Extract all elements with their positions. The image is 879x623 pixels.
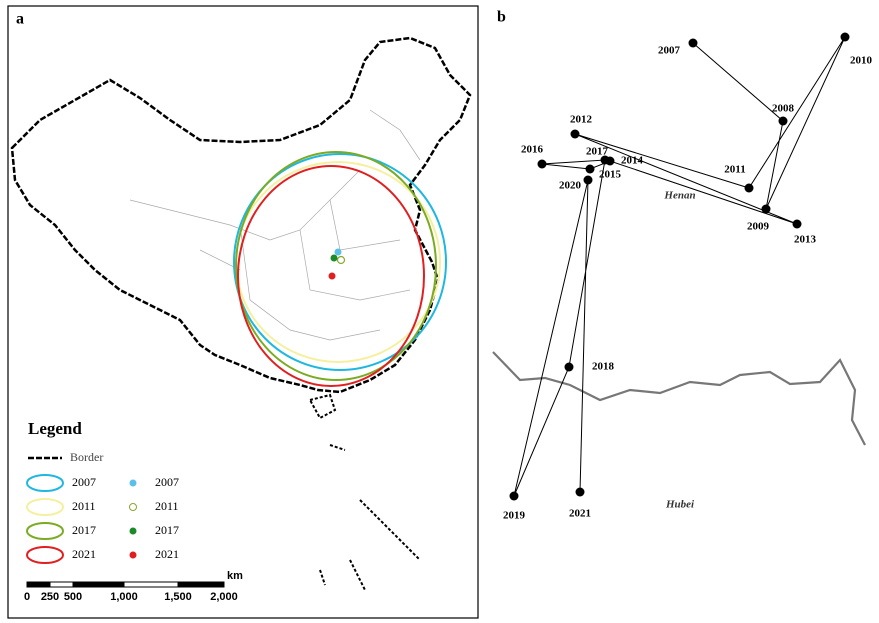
legend-ellipse [26,498,64,516]
legend-label: 2007 [72,475,96,489]
year-label: 2018 [592,361,615,373]
legend-label: 2021 [155,547,179,561]
legend-dot [129,551,137,559]
province-borders [129,109,421,341]
region-label: Hubei [665,499,695,511]
legend-label: 2007 [155,475,179,489]
scale-label: 250 [41,591,59,603]
legend-dot [129,527,137,535]
center-point [509,491,519,501]
year-label: 2007 [658,45,681,57]
legend-label: 2011 [72,499,96,513]
center-point [778,116,788,126]
center-point [570,129,580,139]
china-outline [10,36,472,394]
legend-label: 2017 [72,523,96,537]
center-point [600,155,610,165]
scale-label: 1,000 [110,591,138,603]
legend-label: 2021 [72,547,96,561]
legend-title: Legend [28,419,82,438]
center-point [840,32,850,42]
center-point [744,183,754,193]
region-label: Henan [663,190,695,202]
legend-ellipse [26,546,64,564]
year-label: 2015 [599,169,622,181]
legend-dot [129,479,137,487]
year-label: 2019 [503,510,526,522]
mean-center [330,254,338,262]
year-label: 2010 [850,55,873,67]
year-label: 2021 [569,508,591,520]
mean-center [336,255,346,265]
scale-segment [26,581,51,588]
scale-label: 0 [24,591,30,603]
islands [308,393,421,591]
legend-label: 2017 [155,523,179,537]
legend-label: 2011 [155,499,179,513]
mean-center [328,272,336,280]
center-point [575,487,585,497]
scale-label: 1,500 [164,591,192,603]
legend-ellipse [26,474,64,492]
mean-center [334,248,342,256]
panel-a-frame [7,5,479,619]
deviation-ellipse [233,153,447,371]
year-label: 2012 [570,114,593,126]
year-label: 2017 [586,146,609,158]
center-point [761,204,771,214]
year-label: 2011 [724,164,745,176]
scale-label: 500 [64,591,82,603]
legend-ellipse [26,522,64,540]
river-boundary [492,351,866,446]
center-point [792,219,802,229]
deviation-ellipse [237,165,425,387]
year-label: 2013 [794,234,817,246]
legend-dot [129,503,137,511]
panel-label: b [497,9,506,26]
year-label: 2020 [559,180,582,192]
deviation-ellipse [235,151,437,381]
center-point [585,164,595,174]
scale-label: 2,000 [210,591,238,603]
scale-segment [49,581,74,588]
scale-segment [177,581,225,588]
trajectory [513,36,846,497]
scale-segment [123,581,179,588]
center-point [564,362,574,372]
center-point [537,159,547,169]
year-label: 2014 [621,155,644,167]
panel-label: a [16,11,24,28]
scale-segment [72,581,125,588]
year-label: 2008 [772,103,795,115]
center-point [583,175,593,185]
scale-unit: km [227,570,243,582]
legend-label: Border [70,450,103,464]
year-label: 2009 [747,221,770,233]
year-label: 2016 [521,144,544,156]
center-point [688,38,698,48]
